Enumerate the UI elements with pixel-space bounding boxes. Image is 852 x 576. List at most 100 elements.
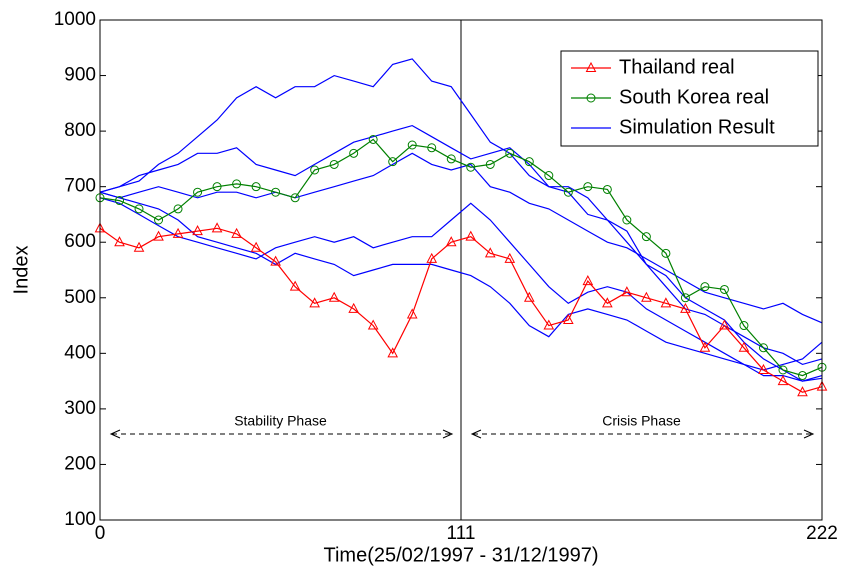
data-point <box>777 375 789 386</box>
data-point <box>192 225 203 236</box>
legend-label: Thailand real <box>619 56 735 78</box>
data-point <box>367 319 379 330</box>
data-point <box>368 134 378 144</box>
data-point <box>328 291 340 302</box>
data-point <box>797 371 807 381</box>
arrow-head <box>442 429 454 439</box>
data-point <box>427 143 437 153</box>
data-point <box>407 140 417 150</box>
x-tick-label: 0 <box>95 523 106 544</box>
data-point <box>387 347 399 358</box>
data-point <box>484 247 496 258</box>
data-point <box>680 293 690 303</box>
data-point <box>232 179 242 189</box>
plot-frame <box>99 19 823 521</box>
y-axis-label: Index <box>10 246 32 295</box>
data-point <box>485 159 495 169</box>
data-point <box>212 182 222 192</box>
data-point <box>739 321 749 331</box>
x-tick-label: 222 <box>806 523 838 544</box>
data-point <box>134 204 144 214</box>
data-point <box>115 196 125 206</box>
data-point <box>271 187 281 197</box>
data-point <box>582 275 594 286</box>
data-point <box>504 252 516 263</box>
data-point <box>641 291 652 302</box>
arrow-head <box>470 429 482 439</box>
data-point <box>133 241 145 252</box>
y-tick-label: 400 <box>64 342 96 363</box>
data-point <box>154 215 164 225</box>
data-point <box>211 222 223 233</box>
y-tick-label: 1000 <box>54 9 96 30</box>
series-line <box>99 124 823 366</box>
data-point <box>699 341 711 352</box>
data-point <box>251 182 261 192</box>
data-point <box>622 215 632 225</box>
data-point <box>563 187 573 197</box>
data-point <box>700 282 710 292</box>
legend-marker <box>585 61 597 72</box>
data-point <box>348 302 360 313</box>
legend-label: South Korea real <box>619 86 769 108</box>
legend-label: Simulation Result <box>619 116 775 138</box>
data-point <box>466 162 476 172</box>
data-point <box>329 159 339 169</box>
y-tick-label: 200 <box>64 453 96 474</box>
data-point <box>544 171 554 181</box>
data-point <box>445 236 457 247</box>
y-tick-label: 300 <box>64 398 96 419</box>
legend-marker <box>586 93 596 103</box>
data-point <box>758 343 768 353</box>
data-point <box>114 236 125 247</box>
x-axis-label: Time(25/02/1997 - 31/12/1997) <box>324 544 599 566</box>
data-point <box>289 280 301 291</box>
data-point <box>543 319 555 330</box>
x-tick-label: 111 <box>447 523 476 544</box>
data-point <box>173 204 183 214</box>
annotation: Crisis Phase <box>602 413 681 429</box>
data-point <box>310 165 320 175</box>
y-tick-label: 800 <box>64 120 96 141</box>
data-point <box>446 154 456 164</box>
data-point <box>621 286 633 297</box>
data-point <box>426 252 438 263</box>
data-point <box>231 227 242 238</box>
data-point <box>290 193 300 203</box>
data-point <box>778 365 788 375</box>
data-point <box>602 297 613 308</box>
arrow-head <box>803 429 815 439</box>
data-point <box>406 308 418 319</box>
y-tick-label: 500 <box>64 287 96 308</box>
data-point <box>465 230 477 241</box>
data-point <box>660 297 672 308</box>
data-point <box>250 241 262 252</box>
data-point <box>661 248 671 258</box>
data-point <box>797 386 808 397</box>
data-point <box>719 319 730 330</box>
data-point <box>641 232 651 242</box>
y-tick-label: 700 <box>64 176 96 197</box>
data-point <box>680 302 691 313</box>
data-point <box>193 187 203 197</box>
data-point <box>388 157 398 167</box>
data-point <box>505 148 515 158</box>
y-tick-label: 600 <box>64 231 96 252</box>
annotation: Stability Phase <box>234 413 327 429</box>
data-point <box>583 182 593 192</box>
data-point <box>562 313 574 324</box>
data-point <box>309 297 320 308</box>
y-tick-label: 100 <box>64 509 96 530</box>
arrow-head <box>109 429 121 439</box>
data-point <box>524 157 534 167</box>
data-point <box>738 341 750 352</box>
y-tick-label: 900 <box>64 65 96 86</box>
data-point <box>172 227 184 238</box>
data-point <box>523 291 535 302</box>
data-point <box>270 255 281 266</box>
series-line <box>99 58 823 382</box>
data-point <box>153 230 164 241</box>
data-point <box>602 184 612 194</box>
